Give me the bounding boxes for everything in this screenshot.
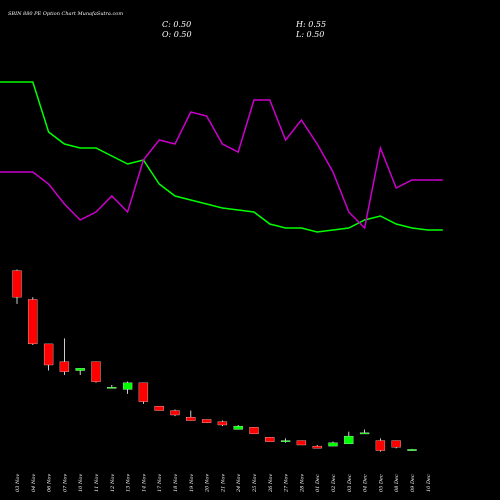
x-tick-label: 03 Nov [15,474,21,492]
candle-body [328,442,338,447]
indicator-lines [0,81,443,233]
x-tick-label: 25 Nov [252,474,258,493]
candle-body [75,368,85,371]
x-tick-label: 04 Dec [363,474,369,492]
candle [43,343,54,371]
candle [122,381,133,394]
candles [12,269,417,452]
candle-body [391,440,401,448]
candle [170,409,180,417]
candle [154,405,164,411]
candle [296,440,307,446]
x-tick-label: 12 Nov [110,474,116,492]
candle-body [43,343,54,366]
candle [138,382,149,404]
x-tick-label: 10 Nov [78,474,84,492]
candle [28,297,38,345]
high-label: H: 0.55 [295,20,326,29]
candle [312,445,322,449]
candle [12,269,22,304]
x-tick-label: 02 Dec [331,474,337,492]
candle [75,368,85,375]
candle [91,361,101,383]
x-tick-label: 17 Nov [157,474,163,492]
x-tick-label: 21 Nov [220,474,226,493]
candle-body [296,440,307,446]
candle-body [375,440,386,451]
candle-body [249,427,259,435]
x-tick-label: 18 Nov [173,474,179,492]
x-tick-label: 11 Nov [94,474,100,492]
candle-body [201,419,212,423]
candle-body [233,425,243,430]
candle-body [107,387,117,389]
candle-body [59,361,70,372]
candle [249,427,259,435]
candle [201,419,212,423]
candle [280,438,291,443]
candle [328,441,338,447]
candle-body [28,299,38,345]
candle [391,440,401,449]
x-tick-label: 05 Dec [378,474,384,492]
x-axis-ticks: 03 Nov 04 Nov 06 Nov 07 Nov 10 Nov 11 Nov 12 N… [15,474,432,493]
x-tick-label: 13 Nov [126,474,132,492]
candle [407,448,417,451]
candle-body [170,410,180,416]
x-tick-label: 10 Dec [426,474,432,492]
candle-body [186,417,196,421]
candle-body [344,435,354,445]
candle [233,425,243,430]
candle [59,338,70,375]
candle [107,385,117,389]
candle-body [138,382,149,402]
x-tick-label: 09 Dec [410,474,416,492]
x-tick-label: 14 Nov [141,474,147,492]
chart-title: SBIN 880 PE Option Chart MunafaSutra.com [8,11,123,17]
candle-body [91,361,101,382]
candle-body [122,382,133,390]
candle [359,429,370,435]
x-tick-label: 28 Nov [299,474,305,493]
candle [265,437,275,442]
x-tick-label: 07 Nov [62,474,68,492]
x-tick-label: 03 Dec [347,474,353,492]
x-tick-label: 06 Nov [47,474,53,492]
x-tick-label: 08 Dec [394,474,400,492]
x-tick-label: 04 Nov [31,474,37,492]
x-tick-label: 20 Nov [205,474,211,493]
candle-body [312,445,322,449]
candle-body [280,440,291,442]
candle [186,410,196,421]
candle-body [265,437,275,442]
magenta-indicator-line [0,99,443,230]
x-tick-label: 01 Dec [315,474,321,492]
x-tick-label: 27 Nov [284,474,290,493]
candle-body [217,421,228,426]
candle [375,438,386,452]
candle [344,431,354,445]
x-tick-label: 19 Nov [189,474,195,492]
candle-body [359,432,370,435]
green-indicator-line [0,81,443,233]
low-label: L: 0.50 [295,30,324,39]
x-tick-label: 24 Nov [236,474,242,493]
candle-body [407,449,417,451]
x-tick-label: 26 Nov [268,474,274,493]
close-label: C: 0.50 [162,20,191,29]
candle [217,420,228,427]
candle-body [12,270,22,298]
open-label: O: 0.50 [162,30,192,39]
candle-body [154,405,164,411]
